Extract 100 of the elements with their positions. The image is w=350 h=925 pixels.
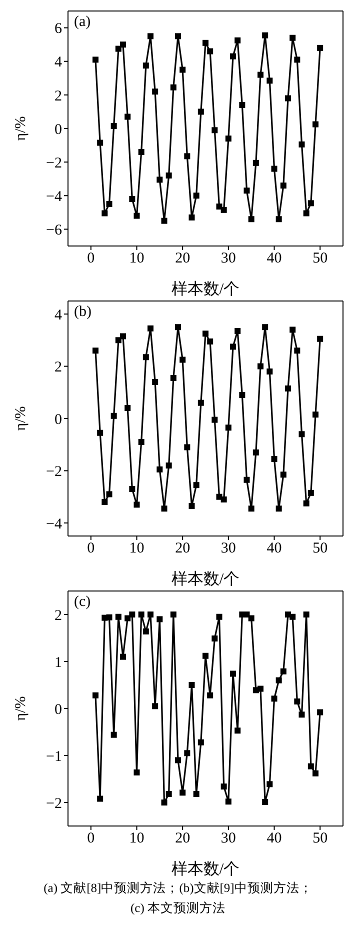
point xyxy=(280,668,286,674)
point xyxy=(106,491,112,498)
y-tick-label: 0 xyxy=(54,412,62,428)
y-tick-label: −2 xyxy=(46,155,62,172)
y-tick-label: 4 xyxy=(54,307,62,324)
point xyxy=(202,652,208,659)
point xyxy=(280,472,286,478)
point xyxy=(161,800,168,806)
point xyxy=(225,798,232,805)
point xyxy=(290,614,296,620)
x-tick-label: 30 xyxy=(220,250,236,267)
point xyxy=(298,712,305,718)
x-tick-label: 50 xyxy=(312,540,328,557)
point xyxy=(193,192,200,199)
x-axis-title: 样本数/个 xyxy=(171,860,240,878)
point xyxy=(298,141,305,148)
point xyxy=(207,692,214,698)
point xyxy=(220,784,227,790)
point xyxy=(216,614,222,620)
point xyxy=(202,40,208,46)
point xyxy=(239,102,246,108)
point xyxy=(298,431,305,438)
y-tick-label: 6 xyxy=(54,21,62,38)
point xyxy=(312,412,318,418)
point xyxy=(303,500,310,506)
x-axis-title: 样本数/个 xyxy=(171,570,240,588)
point xyxy=(92,348,98,354)
point xyxy=(294,56,300,63)
point xyxy=(207,338,214,344)
point xyxy=(148,325,154,332)
point xyxy=(303,210,310,216)
y-tick-label: −1 xyxy=(46,748,62,765)
x-axis-title: 样本数/个 xyxy=(171,280,240,298)
point xyxy=(294,348,300,354)
y-tick-label: −2 xyxy=(46,796,62,812)
x-tick-label: 30 xyxy=(220,830,236,847)
point xyxy=(193,791,200,798)
y-tick-label: −4 xyxy=(46,516,62,532)
point xyxy=(262,32,268,38)
y-tick-label: 1 xyxy=(54,654,62,671)
point xyxy=(266,781,273,788)
point xyxy=(303,612,310,618)
x-tick-label: 0 xyxy=(87,830,95,847)
point xyxy=(198,739,204,746)
point xyxy=(266,368,273,374)
point xyxy=(175,33,181,40)
point xyxy=(225,136,232,142)
point xyxy=(188,502,195,509)
point xyxy=(180,66,186,73)
y-axis-title: η/% xyxy=(13,696,30,721)
point xyxy=(312,770,318,776)
point xyxy=(138,612,144,618)
point xyxy=(148,33,154,40)
point xyxy=(138,439,144,445)
point xyxy=(290,326,296,333)
y-tick-label: 0 xyxy=(54,122,62,138)
point xyxy=(184,750,190,756)
point xyxy=(152,703,158,710)
point xyxy=(294,698,300,704)
point xyxy=(148,612,154,618)
point xyxy=(92,692,98,698)
point xyxy=(202,330,208,337)
point xyxy=(166,462,172,468)
x-tick-label: 50 xyxy=(312,830,328,847)
point xyxy=(110,732,117,738)
point xyxy=(248,506,254,512)
y-tick-label: 2 xyxy=(54,360,62,376)
point xyxy=(188,214,195,220)
point xyxy=(244,188,250,194)
point xyxy=(317,336,324,342)
x-tick-label: 10 xyxy=(129,540,144,557)
point xyxy=(142,354,149,360)
point xyxy=(225,424,232,431)
point xyxy=(280,182,286,189)
point xyxy=(106,201,112,208)
point xyxy=(312,121,318,128)
y-tick-label: 4 xyxy=(54,54,62,71)
point xyxy=(170,84,176,90)
point xyxy=(258,686,264,692)
point xyxy=(230,53,236,60)
point xyxy=(134,502,140,508)
x-tick-label: 40 xyxy=(266,540,282,557)
point xyxy=(271,696,278,702)
point xyxy=(271,166,278,172)
point xyxy=(142,62,149,69)
point xyxy=(152,88,158,95)
point xyxy=(212,416,218,423)
point xyxy=(166,791,172,798)
y-axis-title: η/% xyxy=(13,116,30,141)
point xyxy=(276,216,282,222)
point xyxy=(234,728,241,734)
point xyxy=(175,757,181,764)
point xyxy=(129,486,136,492)
point xyxy=(115,46,122,52)
x-tick-label: 20 xyxy=(175,250,190,267)
point xyxy=(188,682,195,688)
point xyxy=(102,210,108,216)
point xyxy=(220,206,227,213)
y-tick-label: −4 xyxy=(46,188,62,205)
point xyxy=(239,392,246,398)
